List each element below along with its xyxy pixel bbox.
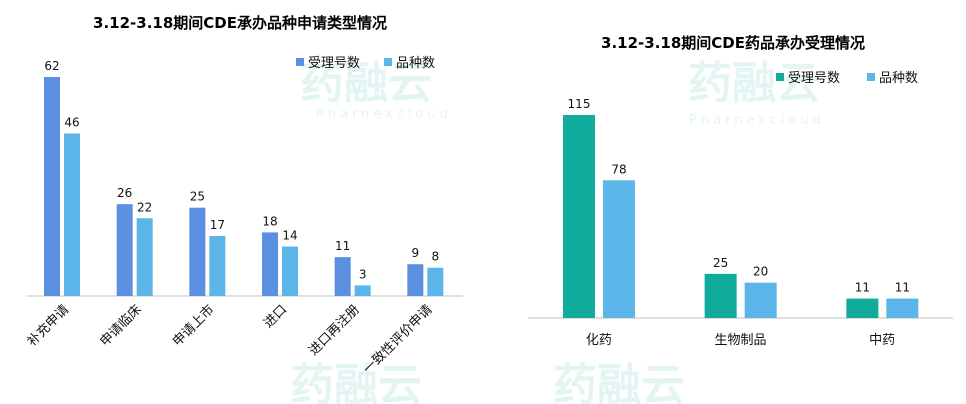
bar-accepted <box>189 207 206 296</box>
bar-accepted <box>334 257 351 296</box>
data-label-accepted: 115 <box>568 97 591 111</box>
bar-varieties <box>603 180 635 318</box>
legend-swatch-accepted <box>296 58 304 66</box>
bar-accepted <box>846 298 879 318</box>
bar-varieties <box>427 267 444 296</box>
bar-accepted <box>563 115 595 318</box>
data-label-varieties: 22 <box>137 200 152 214</box>
chart-title: 3.12-3.18期间CDE承办品种申请类型情况 <box>93 14 387 32</box>
data-label-accepted: 25 <box>190 190 205 204</box>
watermark: 药融云 Pharnexcloud 药融云 <box>553 58 825 404</box>
data-label-accepted: 62 <box>44 59 59 73</box>
bar-accepted <box>407 264 424 296</box>
bar-varieties <box>209 235 226 296</box>
bar-varieties <box>744 282 777 318</box>
watermark-brand: 药融云 <box>688 58 820 109</box>
legend-label-varieties: 品种数 <box>879 71 918 86</box>
bar-varieties <box>64 133 80 296</box>
data-label-varieties: 8 <box>432 250 440 264</box>
bar-accepted <box>44 77 60 296</box>
watermark-brand: 药融云 <box>300 58 432 109</box>
data-label-varieties: 14 <box>282 229 297 243</box>
bar-accepted <box>262 232 278 296</box>
application-types-chart: 药融云 Pharnexcloud 药融云 3.12-3.18期间CDE承办品种申… <box>24 14 463 404</box>
category-label: 生物制品 <box>714 333 766 348</box>
legend: 受理号数 品种数 <box>296 56 435 71</box>
data-label-varieties: 46 <box>64 116 79 130</box>
drug-acceptance-chart: 药融云 Pharnexcloud 药融云 3.12-3.18期间CDE药品承办受… <box>528 34 953 404</box>
legend-swatch-accepted <box>776 73 784 81</box>
watermark-brand-bottom: 药融云 <box>553 360 685 404</box>
chart-title: 3.12-3.18期间CDE药品承办受理情况 <box>601 34 865 52</box>
data-label-varieties: 78 <box>611 162 626 176</box>
category-label: 申请临床 <box>97 302 144 349</box>
bar-varieties <box>886 298 919 318</box>
legend-swatch-varieties <box>384 58 392 66</box>
bar-accepted <box>116 204 133 296</box>
bar-varieties <box>136 218 153 296</box>
bar-varieties <box>282 246 298 296</box>
watermark-sub: Pharnexcloud <box>689 113 825 128</box>
bar-accepted <box>704 273 737 318</box>
category-label: 进口 <box>261 302 290 331</box>
chart-panel-drug-acceptance: 药融云 Pharnexcloud 药融云 3.12-3.18期间CDE药品承办受… <box>483 0 966 404</box>
category-label: 申请上市 <box>169 302 217 350</box>
data-label-varieties: 20 <box>753 265 768 279</box>
legend-swatch-varieties <box>867 73 875 81</box>
category-label: 化药 <box>586 333 612 348</box>
legend-label-accepted: 受理号数 <box>308 56 360 71</box>
watermark: 药融云 Pharnexcloud 药融云 <box>290 58 452 404</box>
legend: 受理号数 品种数 <box>776 71 918 86</box>
plot-area: 115 78 化药 25 20 生物制品 11 11 中药 <box>528 97 953 348</box>
legend-label-varieties: 品种数 <box>396 56 435 71</box>
bar-varieties <box>354 285 371 296</box>
data-label-varieties: 11 <box>895 281 910 295</box>
chart-panel-application-types: 药融云 Pharnexcloud 药融云 3.12-3.18期间CDE承办品种申… <box>24 14 463 404</box>
data-label-accepted: 18 <box>262 214 277 228</box>
category-label: 中药 <box>869 333 895 348</box>
data-label-accepted: 11 <box>855 281 870 295</box>
watermark-brand-bottom: 药融云 <box>290 360 422 404</box>
data-label-accepted: 25 <box>713 256 728 270</box>
category-label: 进口再注册 <box>306 302 363 359</box>
data-label-accepted: 26 <box>117 186 132 200</box>
data-label-accepted: 9 <box>412 246 420 260</box>
data-label-varieties: 3 <box>359 267 367 281</box>
legend-label-accepted: 受理号数 <box>788 71 840 86</box>
category-label: 补充申请 <box>24 302 72 350</box>
data-label-varieties: 17 <box>210 218 225 232</box>
data-label-accepted: 11 <box>335 239 350 253</box>
watermark-sub: Pharnexcloud <box>316 107 452 122</box>
